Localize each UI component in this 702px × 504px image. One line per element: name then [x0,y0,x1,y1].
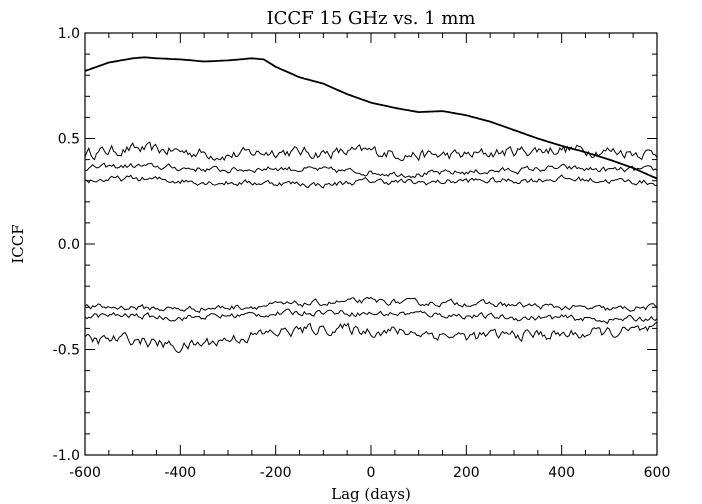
y-tick-label: -0.5 [53,343,80,359]
x-tick-label: 400 [548,465,575,481]
iccf-curve [84,56,658,180]
significance-level-line [84,162,658,179]
axis-ticks [84,32,658,456]
tick-labels: -600 -400 -200 0 200 400 600 -1.0 -0.5 0.0 0.5 1.0 [53,26,671,481]
y-tick-label: 0.5 [58,132,80,148]
significance-level-line [84,174,658,189]
y-tick-label: 1.0 [58,26,80,42]
significance-level-line [84,296,658,313]
x-tick-label: -200 [260,465,292,481]
chart-title: ICCF 15 GHz vs. 1 mm [267,8,476,29]
x-tick-label: 200 [453,465,480,481]
x-tick-label: 0 [367,465,376,481]
plot-frame [84,32,658,456]
x-axis-label: Lag (days) [331,485,411,503]
x-tick-label: -600 [69,465,101,481]
y-tick-label: 0.0 [58,237,80,253]
x-tick-label: 600 [644,465,671,481]
significance-level-line [84,308,658,325]
y-axis-label: ICCF [9,224,27,263]
y-tick-label: -1.0 [53,448,80,464]
significance-level-line [84,141,658,162]
significance-level-line [84,321,658,354]
series-lines [84,56,658,354]
x-tick-label: -400 [164,465,196,481]
